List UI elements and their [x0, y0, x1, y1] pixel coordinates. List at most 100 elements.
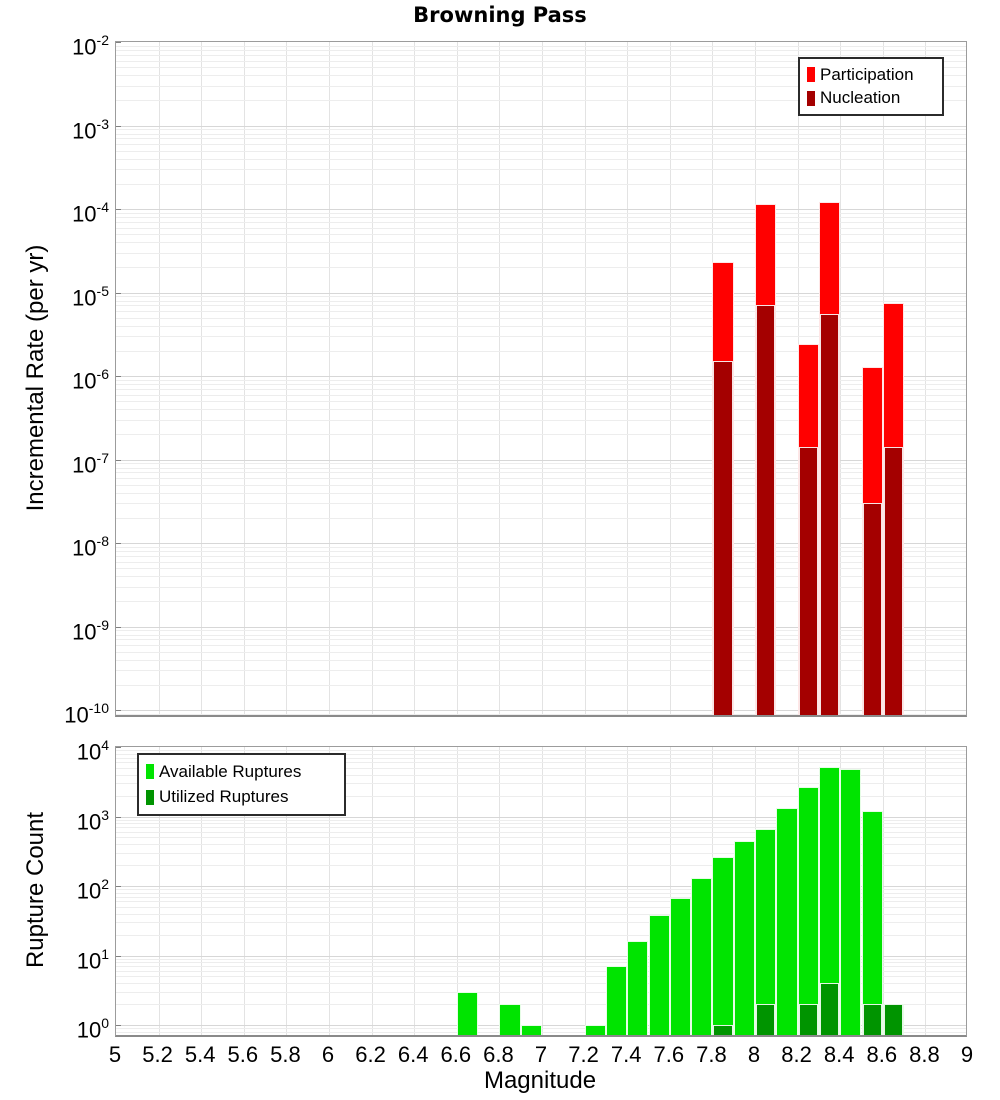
gridline — [116, 958, 966, 960]
x-tick-label: 5 — [108, 1042, 122, 1067]
y-tick-label: 10-6 — [72, 366, 109, 394]
gridline — [116, 394, 966, 396]
available-bar — [797, 786, 819, 1035]
y-tick-mark — [116, 209, 121, 210]
gridline — [116, 242, 966, 244]
gridline — [371, 42, 373, 715]
legend-item-nucleation: Nucleation — [807, 88, 935, 108]
gridline — [116, 419, 966, 421]
gridline — [627, 747, 629, 1035]
gridline — [329, 42, 330, 715]
gridline — [116, 67, 966, 69]
gridline — [116, 819, 966, 821]
gridline — [116, 138, 966, 140]
gridline — [116, 852, 966, 854]
x-tick-label: 6.4 — [397, 1042, 429, 1067]
gridline — [116, 463, 966, 465]
gridline — [116, 795, 966, 797]
gridline — [286, 42, 288, 715]
x-tick-label: 7.4 — [610, 1042, 642, 1067]
gridline — [116, 555, 966, 557]
utilized-bar — [798, 1004, 818, 1035]
x-tick-label: 7.6 — [653, 1042, 685, 1067]
legend-label: Available Ruptures — [159, 761, 302, 781]
y-tick-mark — [116, 42, 121, 43]
bottom-y-axis-label: Rupture Count — [22, 811, 49, 969]
gridline — [116, 576, 966, 578]
gridline — [116, 831, 966, 833]
available-bar — [669, 898, 692, 1035]
gridline — [116, 85, 966, 87]
gridline — [116, 45, 966, 47]
y-tick-label: 10-7 — [72, 449, 109, 477]
available-bar — [456, 991, 479, 1035]
y-tick-label: 100 — [76, 1015, 109, 1043]
nucleation-bar — [756, 305, 776, 715]
gridline — [116, 823, 966, 825]
gridline — [116, 305, 966, 307]
gridline — [116, 1036, 966, 1037]
gridline — [116, 50, 966, 52]
y-tick-label: 104 — [76, 737, 109, 765]
available-bar — [627, 941, 649, 1035]
gridline — [116, 896, 966, 898]
gridline — [116, 1004, 966, 1006]
x-axis-label: Magnitude — [483, 1067, 597, 1094]
gridline — [116, 753, 966, 755]
gridline — [116, 966, 966, 968]
gridline — [116, 267, 966, 269]
gridline — [116, 472, 966, 474]
y-tick-mark — [116, 710, 121, 711]
y-tick-label: 10-5 — [72, 282, 109, 310]
gridline — [116, 517, 966, 519]
y-tick-label: 10-9 — [72, 616, 109, 644]
gridline — [116, 626, 966, 628]
gridline — [116, 630, 966, 632]
gridline — [414, 42, 416, 715]
available-bar — [691, 878, 713, 1035]
gridline — [116, 922, 966, 924]
gridline — [116, 634, 966, 636]
x-tick-label: 5.2 — [142, 1042, 173, 1067]
gridline — [201, 42, 203, 715]
gridline — [882, 747, 884, 1035]
available-bar — [818, 767, 841, 1035]
gridline — [499, 747, 501, 1035]
gridline — [116, 934, 966, 936]
nucleation-bar — [883, 447, 904, 715]
gridline — [243, 747, 245, 1035]
x-tick-label: 8.2 — [781, 1042, 812, 1067]
gridline — [116, 865, 966, 867]
gridline — [116, 645, 966, 646]
gridline — [116, 133, 966, 135]
gridline — [116, 209, 966, 210]
gridline — [116, 144, 966, 145]
x-tick-label: 6.8 — [483, 1042, 514, 1067]
gridline — [116, 684, 966, 686]
y-tick-label: 101 — [76, 945, 109, 973]
gridline — [116, 125, 966, 127]
gridline — [116, 234, 966, 236]
rate-legend: Participation Nucleation — [798, 57, 944, 116]
available-bar — [648, 915, 670, 1035]
gridline — [116, 296, 966, 298]
gridline — [116, 767, 966, 769]
gridline — [116, 827, 966, 829]
gridline — [116, 336, 966, 338]
incremental-rate-plot — [115, 41, 967, 717]
available-bar — [733, 840, 755, 1035]
gridline — [116, 962, 966, 964]
gridline — [116, 60, 966, 62]
gridline — [116, 844, 966, 846]
gridline — [499, 42, 501, 715]
x-tick-label: 8.8 — [909, 1042, 940, 1067]
y-tick-mark — [116, 1025, 121, 1026]
available-ruptures-swatch — [146, 764, 154, 780]
nucleation-bar — [798, 447, 818, 715]
gridline — [116, 350, 966, 352]
y-tick-mark — [116, 376, 121, 377]
legend-item-utilized: Utilized Ruptures — [146, 787, 337, 807]
available-bar — [520, 1025, 542, 1035]
gridline — [669, 747, 671, 1035]
